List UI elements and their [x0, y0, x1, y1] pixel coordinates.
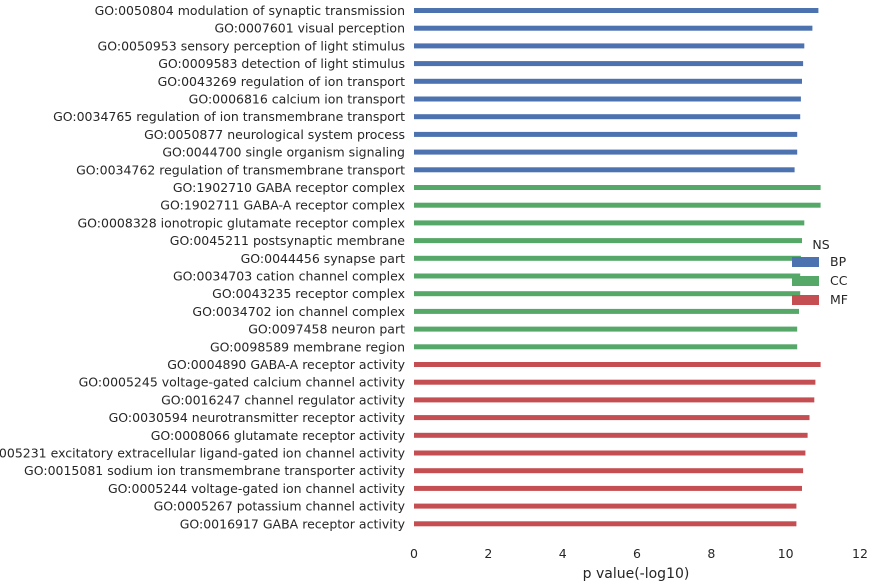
bar-mf [414, 415, 810, 421]
bar-bp [414, 96, 801, 102]
category-label: GO:0043235 receptor complex [212, 286, 405, 301]
category-label: GO:0050804 modulation of synaptic transm… [95, 3, 405, 18]
x-tick-label: 0 [410, 546, 418, 561]
category-label: GO:0034762 regulation of transmembrane t… [76, 162, 405, 177]
category-labels: GO:0050804 modulation of synaptic transm… [0, 3, 406, 531]
legend: NS BP CC MF [792, 237, 848, 307]
bar-cc [414, 220, 805, 226]
bar-bp [414, 43, 805, 49]
bar-cc [414, 308, 799, 314]
category-label: GO:0050877 neurological system process [144, 127, 405, 142]
x-axis-title: p value(-log10) [583, 566, 690, 582]
category-label: GO:0009583 detection of light stimulus [158, 56, 405, 71]
category-label: GO:0005245 voltage-gated calcium channel… [79, 375, 406, 390]
bar-cc [414, 185, 821, 190]
category-label: GO:0004890 GABA-A receptor activity [167, 357, 405, 372]
category-label: GO:0005244 voltage-gated ion channel act… [108, 481, 406, 496]
category-label: GO:0097458 neuron part [248, 322, 405, 337]
category-label: GO:0015081 sodium ion transmembrane tran… [24, 463, 406, 478]
bar-cc [414, 291, 801, 297]
x-tick-label: 8 [707, 546, 715, 561]
category-label: GO:0034703 cation channel complex [173, 269, 405, 284]
bar-mf [414, 362, 821, 367]
bar-mf [414, 397, 815, 403]
legend-title: NS [812, 237, 829, 252]
bar-bp [414, 8, 819, 13]
bar-bp [414, 78, 802, 84]
bar-cc [414, 344, 798, 350]
category-label: GO:0044700 single organism signaling [162, 145, 405, 160]
bar-mf [414, 485, 802, 491]
legend-label-cc: CC [830, 273, 848, 288]
bar-bp [414, 114, 801, 120]
bar-cc [414, 326, 798, 332]
legend-swatch-cc [792, 276, 819, 286]
legend-swatch-bp [792, 257, 819, 267]
category-label: GO:0005231 excitatory extracellular liga… [0, 446, 406, 461]
category-label: GO:0006816 calcium ion transport [189, 92, 405, 107]
category-label: GO:0016917 GABA receptor activity [180, 516, 406, 531]
category-label: GO:0044456 synapse part [241, 251, 405, 266]
x-tick-label: 4 [559, 546, 567, 561]
legend-label-mf: MF [830, 292, 848, 307]
bar-cc [414, 202, 821, 208]
x-axis: 0 2 4 6 8 10 12 [410, 546, 868, 561]
x-tick-label: 2 [484, 546, 492, 561]
category-label: GO:0008066 glutamate receptor activity [151, 428, 406, 443]
x-tick-label: 12 [852, 546, 868, 561]
category-label: GO:0045211 postsynaptic membrane [170, 233, 406, 248]
bar-mf [414, 503, 797, 509]
legend-label-bp: BP [830, 254, 847, 269]
bar-bp [414, 167, 795, 173]
bar-bp [414, 61, 804, 67]
bar-bp [414, 131, 798, 137]
x-tick-label: 6 [633, 546, 641, 561]
category-label: GO:1902711 GABA-A receptor complex [160, 198, 405, 213]
category-label: GO:1902710 GABA receptor complex [173, 180, 405, 195]
category-label: GO:0008328 ionotropic glutamate receptor… [78, 215, 406, 230]
category-label: GO:0016247 channel regulator activity [161, 392, 405, 407]
bar-mf [414, 450, 806, 456]
legend-swatch-mf [792, 295, 819, 305]
category-label: GO:0043269 regulation of ion transport [158, 74, 406, 89]
x-tick-label: 10 [778, 546, 794, 561]
category-label: GO:0098589 membrane region [210, 339, 405, 354]
bar-cc [414, 273, 801, 279]
bar-bp [414, 25, 813, 31]
bar-mf [414, 379, 816, 385]
category-label: GO:0007601 visual perception [214, 21, 405, 36]
bar-mf [414, 468, 804, 474]
bar-cc [414, 255, 801, 261]
bar-bp [414, 149, 798, 155]
category-label: GO:0050953 sensory perception of light s… [98, 38, 405, 53]
category-label: GO:0005267 potassium channel activity [154, 499, 406, 514]
category-label: GO:0034702 ion channel complex [192, 304, 405, 319]
bar-cc [414, 238, 802, 244]
category-label: GO:0030594 neurotransmitter receptor act… [109, 410, 406, 425]
bar-mf [414, 432, 808, 438]
bar-mf [414, 521, 797, 527]
category-label: GO:0034765 regulation of ion transmembra… [53, 109, 405, 124]
bars-layer [414, 8, 821, 527]
